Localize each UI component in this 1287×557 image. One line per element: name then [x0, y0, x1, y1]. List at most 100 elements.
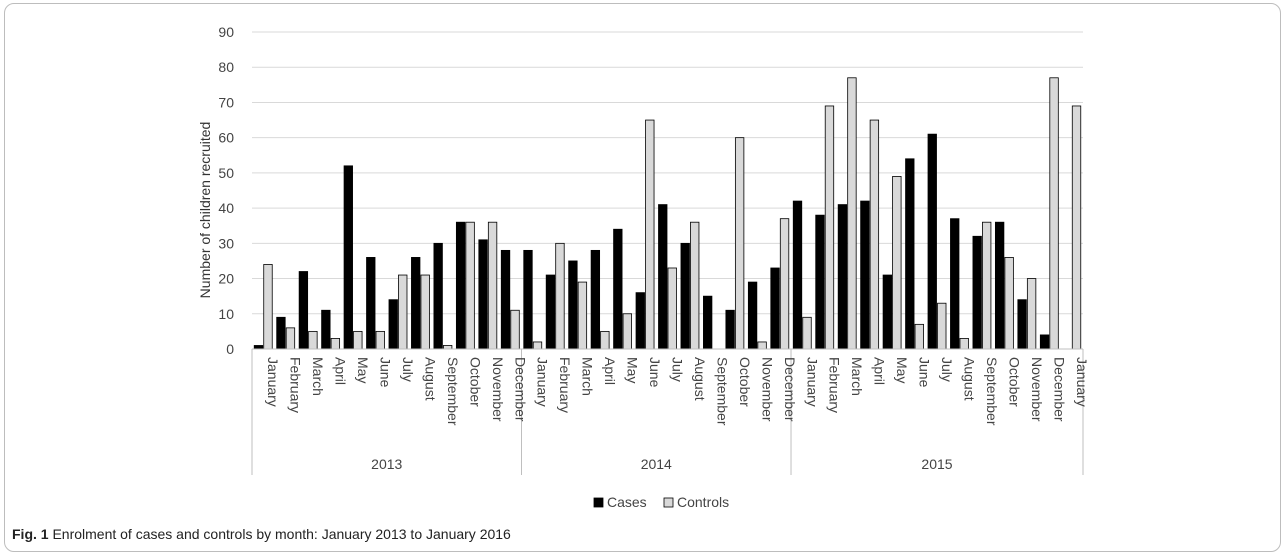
legend-label-controls: Controls	[677, 494, 729, 510]
x-tick-label: November	[490, 357, 506, 422]
x-tick-label: October	[737, 357, 753, 407]
bar-controls	[757, 341, 767, 350]
legend: Cases Controls	[593, 494, 729, 510]
legend-swatch-cases	[593, 497, 604, 508]
bar-cases	[747, 281, 758, 350]
bar-controls	[1026, 278, 1037, 350]
x-tick-label: November	[759, 357, 775, 422]
bar-cases	[455, 221, 466, 350]
x-tick-label: March	[849, 357, 865, 396]
bar-cases	[815, 214, 825, 350]
bar-cases	[658, 204, 668, 350]
bar-controls	[802, 316, 812, 350]
x-tick-label: May	[625, 357, 641, 383]
bar-cases	[590, 249, 601, 350]
x-tick-label: October	[1006, 357, 1022, 407]
x-tick-label: June	[378, 357, 394, 388]
x-tick-label: January	[1074, 357, 1090, 407]
y-tick-label: 70	[218, 94, 234, 110]
x-tick-label: August	[692, 357, 708, 401]
y-axis-label: Number of children recruited	[197, 122, 213, 299]
bar-cases	[725, 309, 735, 350]
x-tick-label: February	[827, 357, 843, 413]
y-tick-label: 80	[218, 59, 234, 75]
bar-cases	[994, 221, 1005, 350]
bar-controls	[892, 176, 902, 350]
bar-controls	[622, 313, 632, 350]
bar-chart: 0 10 20 30 40 50 60 70 80 90 January February March…	[197, 24, 1090, 510]
bar-controls	[398, 274, 408, 350]
x-tick-label: September	[984, 357, 1000, 426]
bar-cases	[703, 295, 713, 350]
x-tick-label: August	[961, 357, 977, 401]
y-tick-label: 90	[218, 24, 234, 40]
x-tick-label: December	[512, 357, 528, 422]
bar-cases	[927, 133, 937, 350]
bar-controls	[420, 274, 430, 350]
bar-cases	[972, 235, 982, 350]
bar-cases	[253, 345, 264, 350]
bar-controls	[308, 330, 318, 350]
bar-controls	[779, 218, 790, 350]
bar-cases	[321, 309, 331, 350]
bar-controls	[982, 221, 992, 350]
x-tick-label: June	[647, 357, 663, 388]
bar-controls	[937, 302, 947, 350]
bar-cases	[276, 316, 286, 350]
x-tick-label: July	[939, 357, 955, 382]
year-label: 2014	[641, 456, 672, 472]
year-label: 2015	[921, 456, 952, 472]
x-tick-label: July	[670, 357, 686, 382]
bar-cases	[298, 271, 309, 350]
bar-controls	[532, 341, 543, 350]
bar-controls	[600, 330, 610, 350]
bar-cases	[433, 242, 443, 350]
x-tick-label: February	[288, 357, 304, 413]
y-tick-label: 50	[218, 165, 234, 181]
x-tick-label: September	[714, 357, 730, 426]
x-tick-label: February	[557, 357, 573, 413]
x-tick-label: April	[602, 357, 618, 385]
bar-controls	[330, 338, 341, 350]
bar-controls	[1071, 105, 1082, 350]
bar-controls	[869, 119, 880, 350]
bar-cases	[343, 165, 353, 350]
x-tick-label: January	[265, 357, 281, 407]
bar-cases	[523, 249, 533, 350]
x-tick-label: September	[445, 357, 461, 426]
bar-controls	[1004, 257, 1014, 350]
bar-controls	[510, 309, 520, 350]
bar-controls	[353, 330, 363, 350]
axes	[251, 348, 1084, 475]
x-tick-label: January	[804, 357, 820, 407]
figure-frame	[4, 3, 1281, 552]
x-tick-label: December	[782, 357, 798, 422]
bar-controls	[847, 77, 857, 350]
bar-controls	[577, 281, 588, 350]
bar-controls	[824, 105, 835, 350]
legend-label-cases: Cases	[607, 494, 647, 510]
x-tick-label: June	[917, 357, 933, 388]
x-tick-labels: January February March April May June July Augu…	[265, 357, 1090, 426]
bar-cases	[860, 200, 870, 350]
bar-controls	[443, 345, 453, 350]
bar-controls	[1049, 77, 1059, 350]
x-tick-label: October	[467, 357, 483, 407]
x-tick-label: March	[580, 357, 596, 396]
bar-controls	[285, 327, 296, 350]
caption-text: Enrolment of cases and controls by month…	[52, 526, 511, 542]
bar-controls	[375, 330, 385, 350]
bar-cases	[770, 267, 780, 350]
x-tick-label: August	[422, 357, 438, 401]
x-tick-label: January	[535, 357, 551, 407]
year-group-labels: 2013 2014 2015	[371, 456, 953, 472]
bar-cases	[613, 228, 623, 350]
y-tick-label: 30	[218, 235, 234, 251]
bar-cases	[680, 242, 690, 350]
y-tick-label: 40	[218, 200, 234, 216]
y-tick-labels: 0 10 20 30 40 50 60 70 80 90	[218, 24, 234, 357]
x-tick-label: December	[1051, 357, 1067, 422]
bar-cases	[792, 200, 803, 350]
bar-cases	[1039, 334, 1050, 350]
bar-cases	[388, 299, 398, 350]
